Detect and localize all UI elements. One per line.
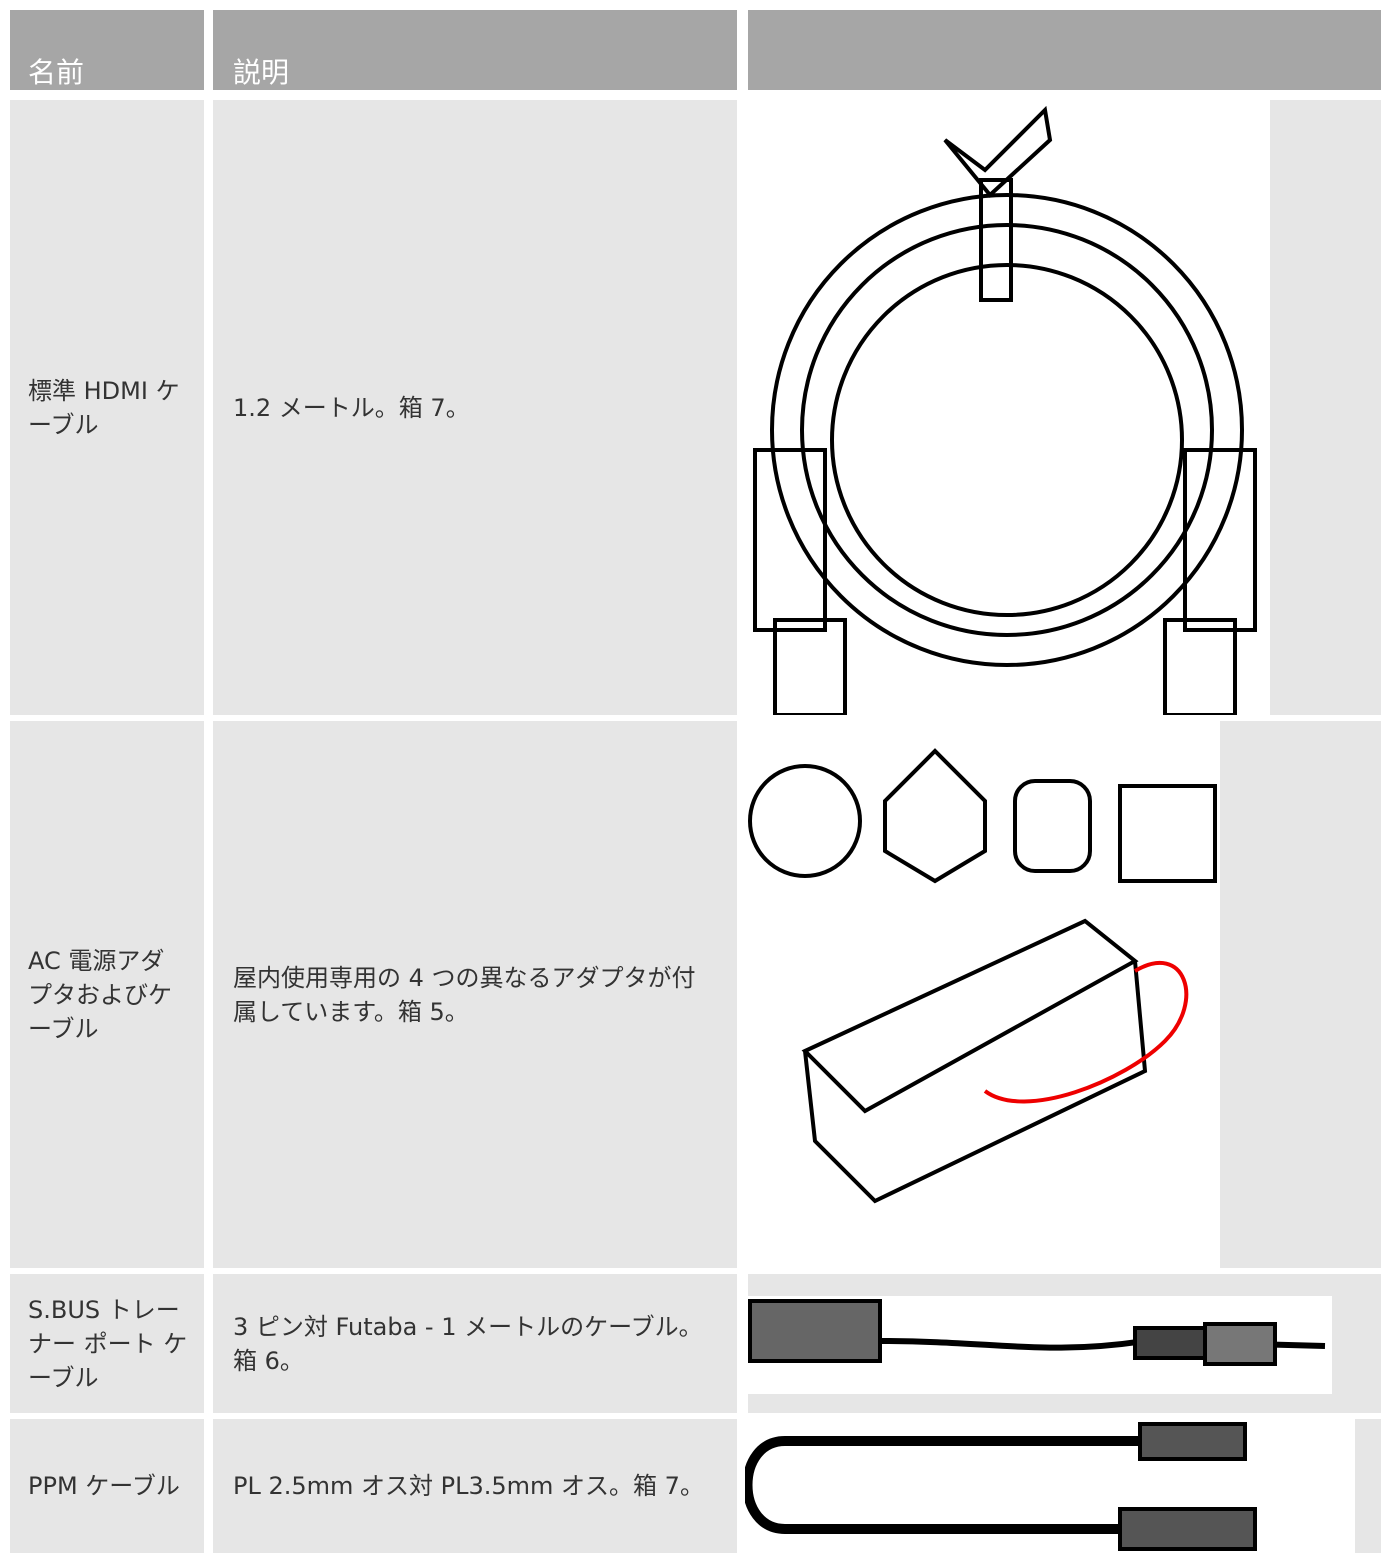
- sbus-cable-illustration: [745, 1296, 1332, 1394]
- cell: 標準 HDMI ケーブル: [10, 100, 204, 715]
- cell: AC 電源アダプタおよびケーブル: [10, 721, 204, 1268]
- cell: PL 2.5mm オス対 PL3.5mm オス。箱 7。: [213, 1419, 737, 1553]
- header-text: 説明: [233, 56, 290, 89]
- cell: 屋内使用専用の 4 つの異なるアダプタが付属しています。箱 5。: [213, 721, 737, 1268]
- header-cell: 名前: [10, 10, 204, 90]
- cell: 3 ピン対 Futaba - 1 メートルのケーブル。箱 6。: [213, 1274, 737, 1413]
- cell-text: 屋内使用専用の 4 つの異なるアダプタが付属しています。箱 5。: [233, 963, 696, 1026]
- adapter-illustration: [745, 721, 1220, 1268]
- cell-text: 標準 HDMI ケーブル: [28, 376, 180, 439]
- header-cell: [748, 10, 1381, 90]
- cell: 1.2 メートル。箱 7。: [213, 100, 737, 715]
- cell-text: PPM ケーブル: [28, 1472, 180, 1500]
- cell-text: PL 2.5mm オス対 PL3.5mm オス。箱 7。: [233, 1472, 704, 1500]
- header-text: 名前: [28, 56, 85, 89]
- cell-text: 3 ピン対 Futaba - 1 メートルのケーブル。箱 6。: [233, 1312, 703, 1375]
- cell: S.BUS トレーナー ポート ケーブル: [10, 1274, 204, 1413]
- cell-text: 1.2 メートル。箱 7。: [233, 393, 470, 422]
- hdmi-illustration: [745, 100, 1270, 715]
- cell: PPM ケーブル: [10, 1419, 204, 1553]
- cell-text: AC 電源アダプタおよびケーブル: [28, 946, 172, 1043]
- cell-text: S.BUS トレーナー ポート ケーブル: [28, 1295, 188, 1392]
- ppm-cable-illustration: [745, 1419, 1355, 1553]
- header-cell: 説明: [213, 10, 737, 90]
